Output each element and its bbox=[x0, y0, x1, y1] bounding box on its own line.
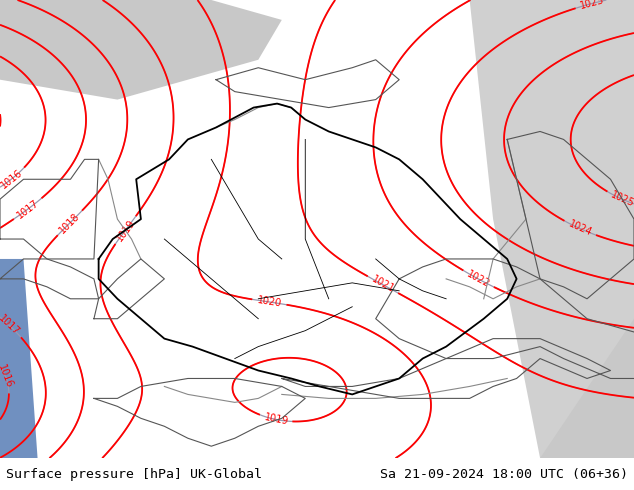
Text: Sa 21-09-2024 18:00 UTC (06+36): Sa 21-09-2024 18:00 UTC (06+36) bbox=[380, 467, 628, 481]
Text: Surface pressure [hPa] UK-Global: Surface pressure [hPa] UK-Global bbox=[6, 467, 262, 481]
Text: 1017: 1017 bbox=[15, 197, 41, 220]
Polygon shape bbox=[446, 318, 634, 458]
Text: 1017: 1017 bbox=[0, 313, 22, 337]
Text: 1020: 1020 bbox=[257, 295, 282, 309]
Text: 1018: 1018 bbox=[58, 211, 82, 235]
Text: 1019: 1019 bbox=[264, 412, 290, 427]
Polygon shape bbox=[470, 0, 634, 458]
Text: 1023: 1023 bbox=[579, 0, 605, 11]
Text: 1024: 1024 bbox=[567, 219, 593, 238]
Text: 1021: 1021 bbox=[370, 274, 396, 295]
Polygon shape bbox=[0, 0, 281, 99]
Polygon shape bbox=[0, 259, 37, 458]
Text: 1016: 1016 bbox=[0, 364, 15, 390]
Text: 1019: 1019 bbox=[114, 217, 137, 243]
Text: 1016: 1016 bbox=[0, 168, 24, 191]
Text: 1022: 1022 bbox=[465, 269, 492, 289]
Text: 1025: 1025 bbox=[609, 190, 634, 209]
